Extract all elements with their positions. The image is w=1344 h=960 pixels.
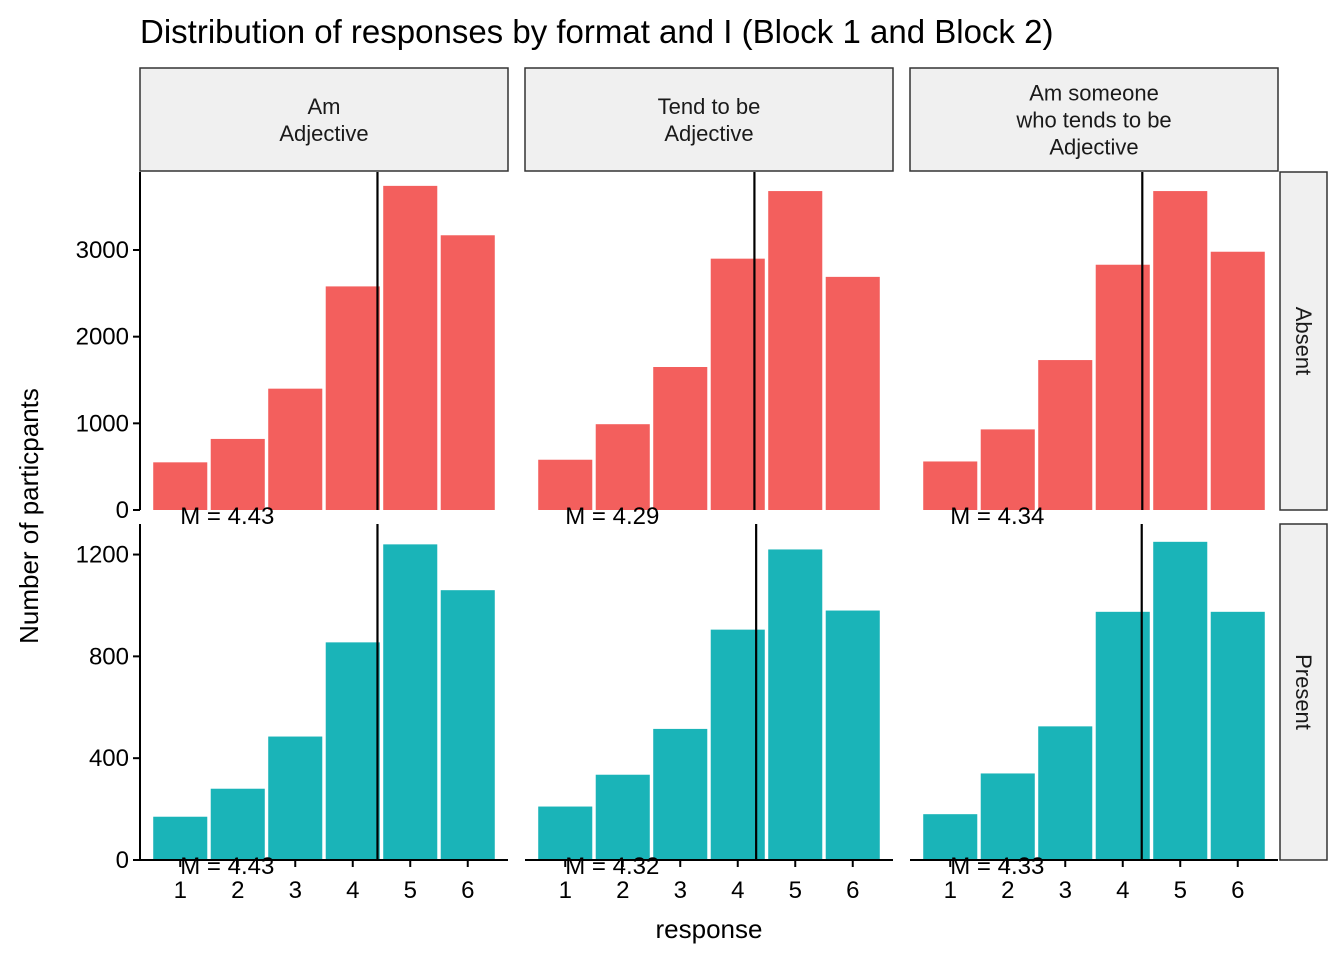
mean-label-panel-5: M = 4.32 [565,853,659,880]
bar-present-col3-response-1 [923,814,978,860]
facet-strip-col-2-label: Tend to be [658,94,761,119]
bar-present-col3-response-6 [1210,611,1265,860]
y-axis-title: Number of particpants [14,388,44,644]
bar-absent-col1-response-6 [440,235,495,510]
bar-absent-col2-response-3 [653,367,708,510]
facet-strip-col-1 [139,67,509,172]
y-tick-label-present-0: 0 [116,847,129,874]
facet-strip-col-3 [909,67,1279,172]
bar-present-col1-response-5 [383,544,438,860]
bar-present-col3-response-5 [1153,541,1208,860]
x-tick-label-col2-4: 4 [731,877,744,904]
bar-absent-col1-response-3 [268,388,323,510]
bar-present-col1-response-6 [440,590,495,860]
bar-absent-col3-response-2 [980,429,1035,510]
mean-label-panel-6: M = 4.33 [950,853,1044,880]
x-tick-label-col3-6: 6 [1231,877,1244,904]
bar-present-col1-response-1 [153,816,208,860]
bar-present-col2-response-1 [538,806,593,860]
x-tick-label-col3-5: 5 [1174,877,1187,904]
x-tick-label-col2-5: 5 [789,877,802,904]
bar-absent-col3-response-5 [1153,191,1208,511]
mean-label-panel-2: M = 4.29 [565,503,659,530]
bar-absent-col3-response-6 [1210,251,1265,510]
x-tick-label-col1-1: 1 [174,877,187,904]
x-tick-label-col1-4: 4 [346,877,359,904]
bar-absent-col2-response-4 [710,258,765,510]
bar-absent-col1-response-1 [153,462,208,510]
bar-present-col2-response-3 [653,728,708,860]
bar-absent-col1-response-2 [210,438,265,510]
facet-strip-row-absent [1279,171,1328,511]
facet-strip-row-present [1279,523,1328,861]
facet-strip-col-3-label: Adjective [1049,135,1138,160]
x-tick-label-col3-3: 3 [1059,877,1072,904]
facet-strip-row-absent-label: Absent [1291,307,1316,376]
bar-absent-col3-response-1 [923,461,978,510]
bar-absent-col1-response-5 [383,185,438,510]
y-tick-label-absent-0: 0 [116,497,129,524]
facet-strip-col-3-label: Am someone [1029,81,1159,106]
y-tick-label-absent-1000: 1000 [76,410,129,437]
x-tick-label-col3-2: 2 [1001,877,1014,904]
bar-present-col1-response-3 [268,736,323,860]
bar-absent-col3-response-3 [1038,360,1093,510]
y-tick-label-absent-2000: 2000 [76,324,129,351]
bar-present-col2-response-5 [768,549,823,860]
x-tick-label-col3-1: 1 [944,877,957,904]
y-tick-label-present-1200: 1200 [76,542,129,569]
x-tick-label-col2-6: 6 [846,877,859,904]
bar-absent-col1-response-4 [325,286,380,510]
bar-present-col2-response-6 [825,610,880,860]
x-tick-label-col3-4: 4 [1116,877,1129,904]
x-tick-label-col1-2: 2 [231,877,244,904]
x-tick-label-col2-2: 2 [616,877,629,904]
y-tick-label-present-400: 400 [89,745,129,772]
mean-label-panel-4: M = 4.43 [180,853,274,880]
x-tick-label-col1-5: 5 [404,877,417,904]
bar-absent-col2-response-1 [538,459,593,510]
bar-present-col2-response-2 [595,774,650,860]
bar-absent-col3-response-4 [1095,264,1150,510]
chart-title: Distribution of responses by format and … [140,13,1053,50]
facet-strip-col-1-label: Adjective [279,121,368,146]
facet-strip-col-1-label: Am [308,94,341,119]
mean-label-panel-3: M = 4.34 [950,503,1044,530]
bar-present-col1-response-2 [210,788,265,860]
y-tick-label-present-800: 800 [89,643,129,670]
bar-present-col3-response-2 [980,773,1035,860]
facet-strip-row-present-label: Present [1291,654,1316,730]
mean-label-panel-1: M = 4.43 [180,503,274,530]
x-axis-title: response [656,914,763,944]
x-tick-label-col2-1: 1 [559,877,572,904]
facet-strip-col-3-label: who tends to be [1015,108,1171,133]
bar-present-col3-response-3 [1038,726,1093,860]
x-tick-label-col1-3: 3 [289,877,302,904]
x-tick-label-col2-3: 3 [674,877,687,904]
bar-absent-col2-response-6 [825,276,880,510]
bar-present-col1-response-4 [325,642,380,860]
bar-absent-col2-response-5 [768,191,823,511]
bar-absent-col2-response-2 [595,424,650,510]
facet-strip-col-2 [524,67,894,172]
facet-strip-col-2-label: Adjective [664,121,753,146]
y-tick-label-absent-3000: 3000 [76,237,129,264]
x-tick-label-col1-6: 6 [461,877,474,904]
